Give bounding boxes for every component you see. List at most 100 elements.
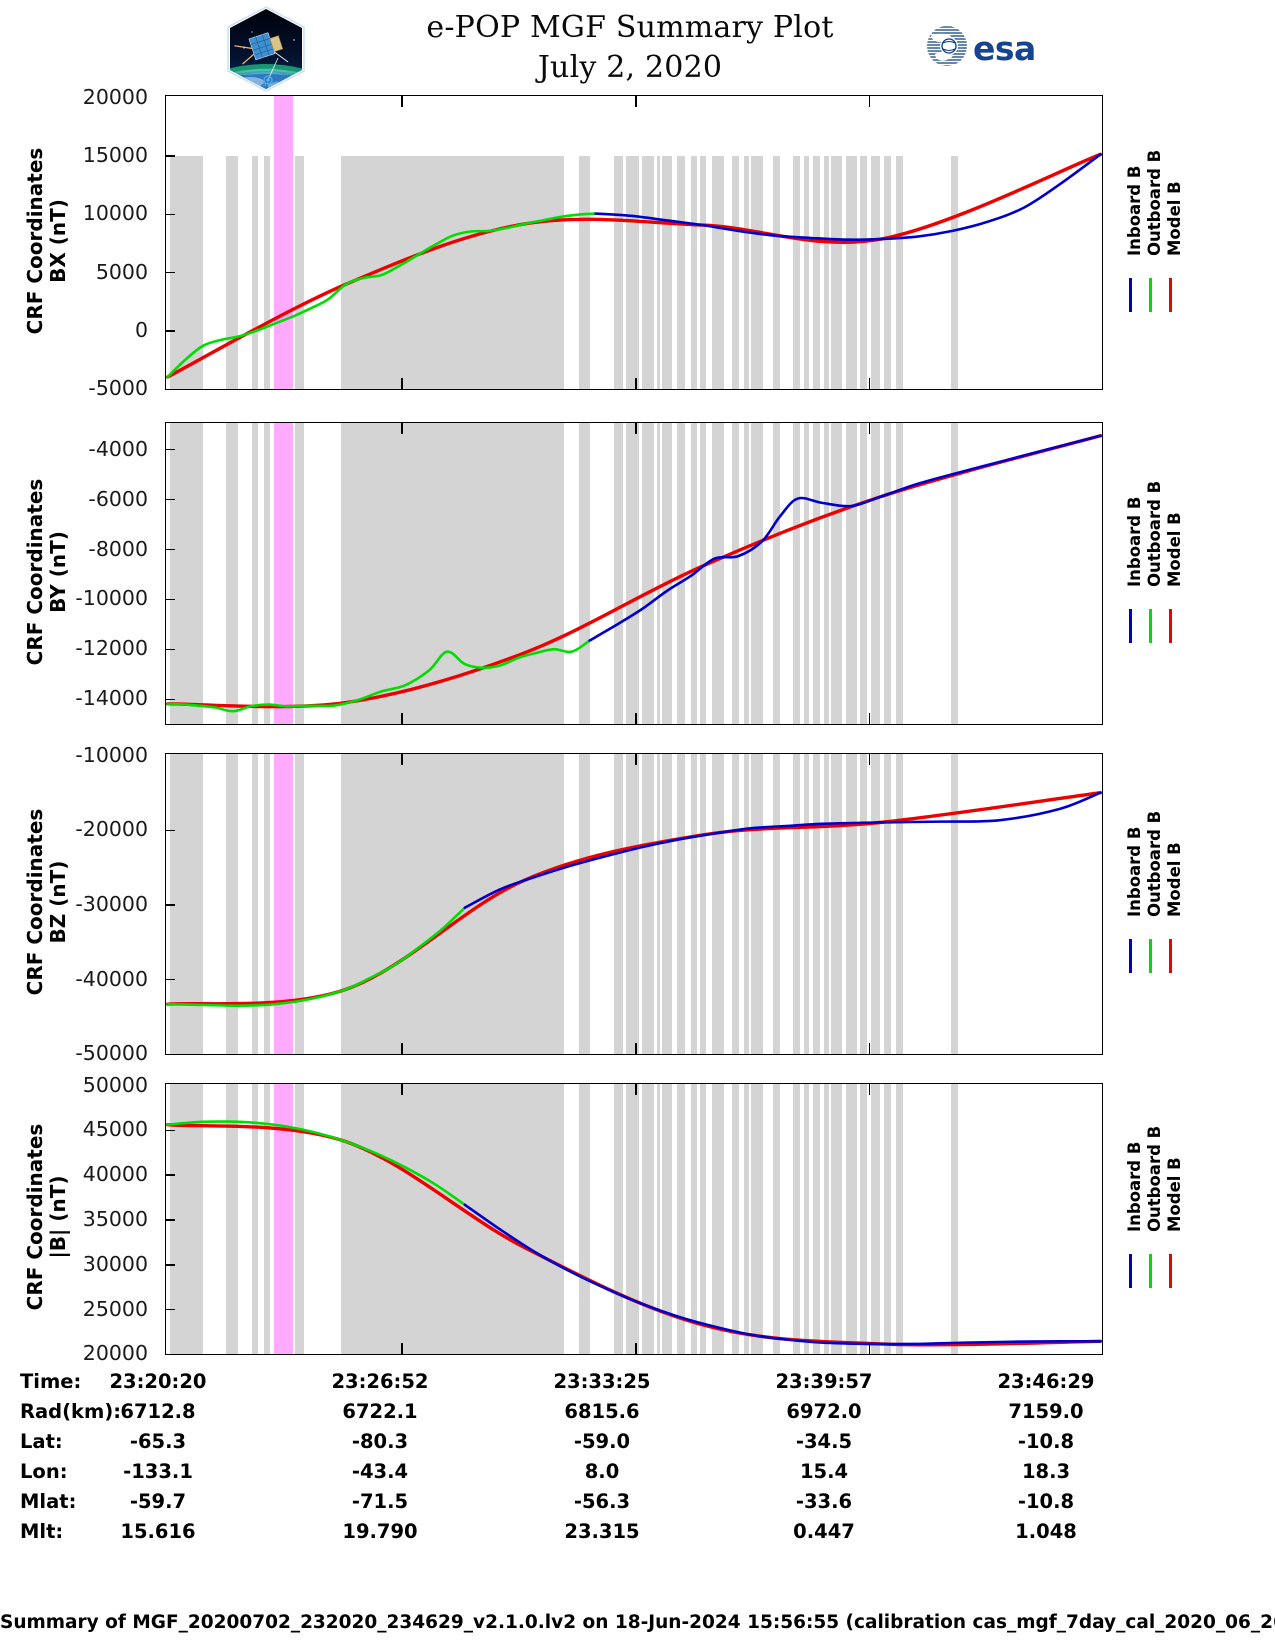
table-row-label: Rad(km): [20, 1400, 122, 1423]
shaded-interval [578, 155, 591, 389]
table-cell: -71.5 [351, 1490, 409, 1513]
legend-label-outboard-b: Outboard B [1145, 810, 1164, 917]
shaded-interval [812, 754, 821, 1054]
shaded-interval [642, 423, 654, 724]
shaded-interval [340, 423, 564, 724]
shaded-interval [625, 155, 639, 389]
ylabel-line-2: |B| (nT) [46, 1175, 70, 1259]
shaded-interval [642, 155, 654, 389]
table-cell: 23:46:29 [997, 1370, 1095, 1393]
shaded-interval [732, 1084, 739, 1354]
shaded-interval [251, 754, 259, 1054]
shaded-interval [263, 155, 271, 389]
yaxis-tick [166, 648, 175, 651]
xaxis-tick [868, 1084, 871, 1095]
shaded-interval [870, 1084, 880, 1354]
legend-swatch-inboard-b [1129, 939, 1132, 973]
shaded-interval [656, 754, 661, 1054]
yaxis-tick [166, 698, 175, 701]
ylabel-line-1: CRF Coordinates [23, 1123, 47, 1311]
legend-label-inboard-b: Inboard B [1125, 826, 1144, 917]
table-cell: 23:33:25 [553, 1370, 651, 1393]
shaded-interval [294, 1084, 305, 1354]
series-model-b [168, 154, 1101, 377]
shaded-interval [846, 1084, 857, 1354]
ytick-label: -40000 [75, 966, 148, 991]
table-cell: -10.8 [1017, 1430, 1075, 1453]
ylabel-line-2: BX (nT) [46, 198, 70, 283]
shaded-interval [711, 754, 724, 1054]
shaded-interval [883, 754, 892, 1054]
yaxis-tick [166, 1308, 175, 1311]
shaded-interval [870, 423, 880, 724]
shaded-interval [804, 155, 809, 389]
table-row-label: Time: [20, 1370, 82, 1393]
shaded-interval [700, 754, 707, 1054]
ytick-label: -30000 [75, 892, 148, 916]
table-cell: 6972.0 [786, 1400, 862, 1423]
xaxis-tick [635, 1043, 637, 1054]
shaded-interval [823, 754, 829, 1054]
legend-label-model-b: Model B [1165, 180, 1184, 256]
yaxis-tick [166, 448, 175, 451]
yaxis-bz: -10000 -20000 -30000 -40000 -50000 [0, 743, 157, 1066]
xaxis-tick [635, 1343, 637, 1354]
table-cell: 15.616 [120, 1520, 196, 1543]
yaxis-tick [166, 548, 175, 551]
legend-bx: Inboard B Outboard B Model B [1115, 138, 1265, 348]
ytick-label: 45000 [82, 1117, 148, 1142]
curve-layer [166, 754, 1102, 1054]
legend-by: Inboard B Outboard B Model B [1115, 469, 1265, 679]
xaxis-tick [868, 713, 871, 724]
shaded-interval [677, 155, 685, 389]
yaxis-tick [166, 904, 175, 906]
shaded-interval [773, 1084, 780, 1354]
shaded-interval [870, 754, 880, 1054]
xaxis-tick [868, 1043, 871, 1054]
xaxis-tick [401, 378, 403, 389]
shaded-interval [846, 423, 857, 724]
xaxis-tick [635, 423, 637, 434]
ylabel-line-1: CRF Coordinates [23, 478, 47, 665]
ylabel-line-1: CRF Coordinates [23, 808, 47, 996]
shaded-interval [662, 1084, 673, 1354]
shaded-interval [804, 754, 809, 1054]
table-row-label: Lon: [20, 1460, 68, 1483]
ylabel-line-2: BZ (nT) [46, 860, 70, 944]
shaded-interval [225, 155, 238, 389]
legend-label-outboard-b: Outboard B [1145, 1125, 1164, 1232]
xaxis-tick [868, 378, 871, 389]
table-cell: 6712.8 [120, 1400, 196, 1423]
table-cell: 23:39:57 [775, 1370, 873, 1393]
shaded-interval [744, 423, 750, 724]
ytick-label: -8000 [88, 536, 148, 561]
ytick-label: 20000 [82, 1341, 148, 1366]
shaded-interval [883, 155, 892, 389]
table-row: Mlt: 15.616 19.790 23.315 0.447 1.048 [0, 1520, 1275, 1549]
shaded-interval [860, 423, 867, 724]
shaded-interval [895, 423, 904, 724]
shaded-interval [700, 423, 707, 724]
shaded-interval [823, 1084, 829, 1354]
shaded-interval [732, 423, 739, 724]
shaded-interval [792, 1084, 800, 1354]
shaded-interval [294, 754, 305, 1054]
shaded-interval [225, 1084, 238, 1354]
table-cell: -34.5 [795, 1430, 853, 1453]
yaxis-tick [166, 1174, 175, 1176]
legend-swatch-inboard-b [1129, 608, 1132, 643]
ytick-label: -6000 [88, 486, 148, 511]
shaded-interval [823, 155, 829, 389]
shaded-interval [750, 1084, 764, 1354]
series-inboard-b [465, 1205, 1101, 1344]
shaded-interval [691, 155, 697, 389]
shaded-interval [263, 423, 271, 724]
xaxis-tick [401, 1043, 403, 1054]
shaded-interval [744, 754, 750, 1054]
shaded-interval [225, 423, 238, 724]
xaxis-tick [401, 1084, 403, 1095]
shaded-interval [677, 423, 685, 724]
shaded-interval [711, 155, 724, 389]
legend-label-model-b: Model B [1165, 511, 1184, 587]
shaded-interval [831, 155, 842, 389]
